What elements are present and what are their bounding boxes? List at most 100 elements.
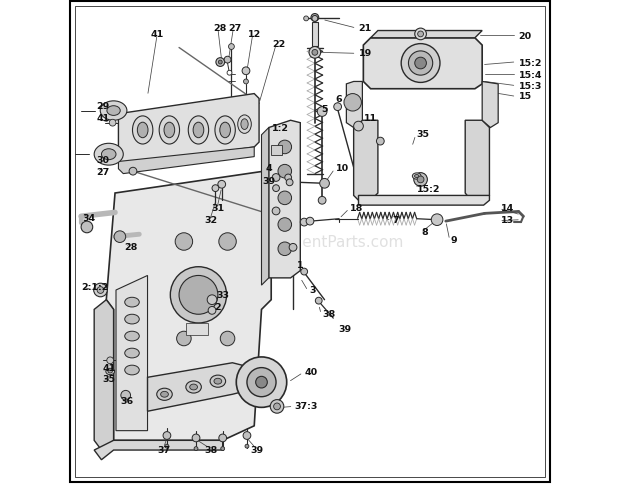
Circle shape (207, 295, 217, 305)
Circle shape (278, 192, 291, 205)
Bar (312, 23, 318, 46)
Circle shape (415, 58, 427, 70)
Text: 41: 41 (151, 30, 164, 39)
Bar (187, 323, 208, 335)
Circle shape (218, 181, 226, 189)
Circle shape (301, 269, 308, 275)
Text: 27: 27 (97, 167, 110, 176)
Polygon shape (148, 363, 242, 411)
Circle shape (313, 17, 316, 20)
Circle shape (107, 357, 113, 364)
Circle shape (97, 287, 104, 294)
Text: 2:1:2: 2:1:2 (81, 282, 108, 291)
Ellipse shape (125, 315, 140, 324)
Ellipse shape (107, 106, 120, 116)
Text: 28: 28 (213, 24, 227, 32)
Ellipse shape (125, 298, 140, 307)
Ellipse shape (138, 123, 148, 138)
Text: 15:3: 15:3 (518, 82, 542, 91)
Ellipse shape (164, 123, 175, 138)
Circle shape (334, 104, 342, 111)
Text: 4: 4 (265, 164, 272, 173)
Text: 33: 33 (216, 291, 229, 300)
Text: 14: 14 (500, 204, 514, 212)
Circle shape (316, 298, 322, 304)
Circle shape (175, 233, 193, 251)
Ellipse shape (193, 123, 204, 138)
Circle shape (170, 267, 226, 323)
Ellipse shape (157, 388, 172, 401)
Circle shape (417, 177, 424, 183)
Text: 1: 1 (297, 261, 304, 270)
Circle shape (272, 208, 280, 215)
Circle shape (273, 403, 280, 410)
Circle shape (218, 61, 222, 65)
Text: 30: 30 (97, 155, 110, 164)
Text: 21: 21 (358, 24, 372, 32)
Circle shape (222, 372, 233, 383)
Text: 41: 41 (97, 114, 110, 123)
Circle shape (376, 138, 384, 146)
Text: 20: 20 (518, 32, 532, 41)
Text: eReplacementParts.com: eReplacementParts.com (217, 235, 403, 249)
Ellipse shape (133, 117, 153, 145)
Text: 18: 18 (350, 204, 363, 212)
Polygon shape (482, 82, 498, 128)
Circle shape (273, 185, 280, 192)
Circle shape (129, 168, 137, 176)
Ellipse shape (220, 123, 231, 138)
Ellipse shape (415, 175, 419, 178)
Polygon shape (371, 31, 482, 39)
Circle shape (317, 107, 327, 117)
Polygon shape (363, 39, 482, 90)
Text: 29: 29 (97, 102, 110, 111)
Text: 35: 35 (102, 375, 115, 383)
Text: 7: 7 (392, 216, 399, 225)
Polygon shape (465, 121, 489, 201)
Text: 41: 41 (102, 363, 116, 372)
Circle shape (114, 231, 126, 243)
Ellipse shape (210, 376, 226, 388)
Text: 37:3: 37:3 (294, 401, 318, 410)
Text: 11: 11 (365, 114, 378, 123)
Text: 15:4: 15:4 (518, 71, 542, 79)
Text: 39: 39 (262, 177, 275, 186)
Circle shape (221, 447, 224, 451)
Ellipse shape (241, 120, 248, 130)
Text: 32: 32 (204, 216, 217, 225)
Circle shape (409, 52, 433, 76)
Ellipse shape (186, 381, 202, 393)
Circle shape (219, 233, 236, 251)
Text: 22: 22 (272, 40, 285, 49)
Text: 31: 31 (211, 204, 224, 212)
Circle shape (415, 29, 427, 41)
Circle shape (312, 50, 318, 56)
Polygon shape (353, 121, 378, 201)
Circle shape (192, 434, 200, 442)
Circle shape (81, 222, 93, 233)
Circle shape (109, 120, 116, 127)
Circle shape (227, 71, 232, 76)
Polygon shape (94, 300, 113, 450)
Polygon shape (118, 94, 259, 167)
Text: 15:2: 15:2 (417, 184, 440, 193)
Text: 15: 15 (518, 92, 532, 101)
Text: 39: 39 (250, 445, 264, 454)
Ellipse shape (125, 332, 140, 341)
Circle shape (255, 377, 267, 388)
Circle shape (179, 276, 218, 315)
Circle shape (285, 175, 291, 182)
Circle shape (247, 368, 276, 397)
Circle shape (245, 444, 249, 448)
Circle shape (312, 16, 318, 22)
Ellipse shape (188, 117, 209, 145)
Circle shape (272, 174, 280, 182)
Circle shape (178, 372, 190, 383)
Bar (271, 145, 282, 156)
Circle shape (304, 17, 309, 22)
Circle shape (121, 391, 131, 400)
Text: 38: 38 (204, 445, 217, 454)
Ellipse shape (125, 348, 140, 358)
Text: 10: 10 (335, 164, 349, 173)
Text: 28: 28 (125, 242, 138, 251)
